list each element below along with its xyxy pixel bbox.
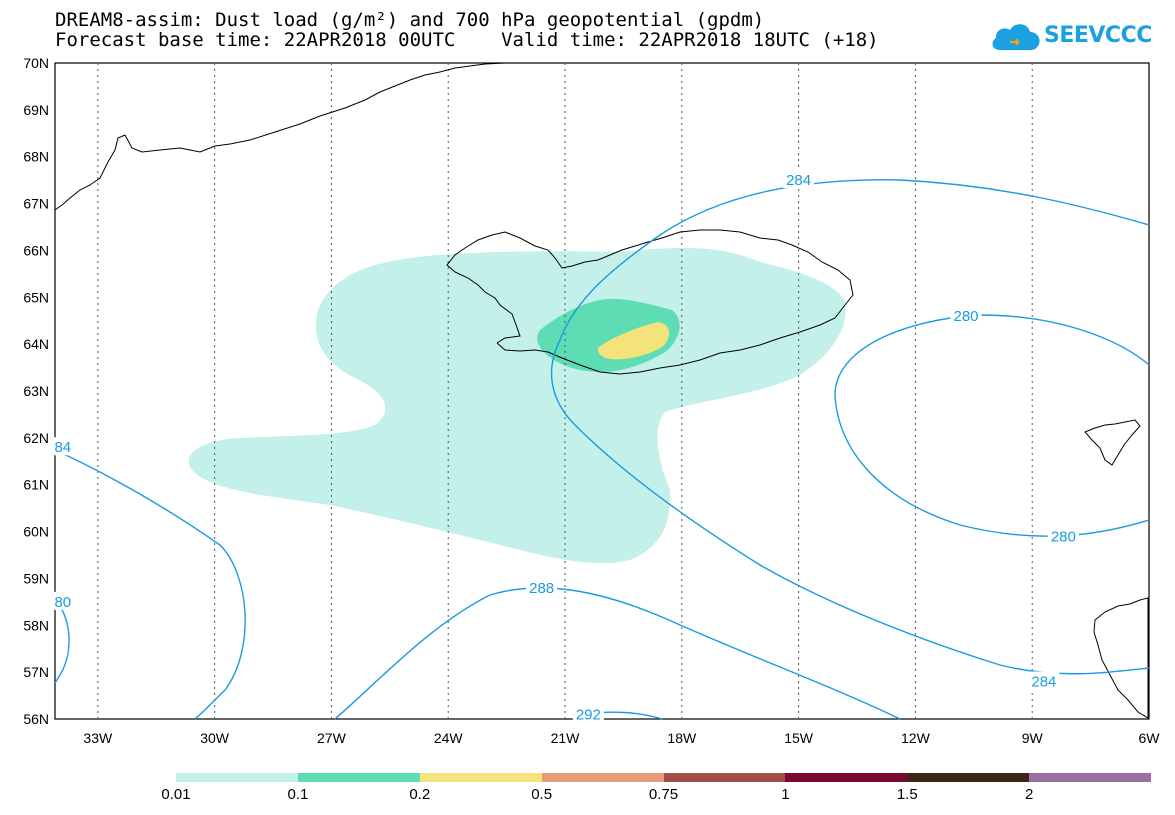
- lon-label: 27W: [317, 730, 347, 746]
- lat-label: 69N: [23, 102, 49, 118]
- legend-swatch: [663, 773, 786, 782]
- lat-label: 62N: [23, 430, 49, 446]
- legend-label: 1: [781, 786, 790, 803]
- lon-label: 12W: [901, 730, 931, 746]
- lat-label: 56N: [23, 711, 49, 727]
- lon-label: 15W: [784, 730, 814, 746]
- contour-label: 292: [576, 706, 601, 723]
- coastlines: [54, 62, 1149, 719]
- legend-swatch: [297, 773, 420, 782]
- lon-label: 9W: [1022, 730, 1044, 746]
- legend-label: 0.01: [161, 786, 191, 803]
- lat-axis-labels: 70N 69N 68N 67N 66N 65N 64N 63N 62N 61N 60N 59N 58N 5…: [23, 55, 49, 727]
- contour-label: 80: [54, 594, 71, 611]
- contour-label-bg: [51, 437, 74, 456]
- contour-label-bg: [1047, 526, 1079, 545]
- legend-swatch: [785, 773, 908, 782]
- legend-label: 0.1: [287, 786, 309, 803]
- legend-swatch: [419, 773, 542, 782]
- contour-label-bg: [572, 704, 604, 723]
- contour-label-bg: [1028, 671, 1060, 690]
- contour-label: 284: [1031, 674, 1056, 691]
- lon-label: 30W: [200, 730, 230, 746]
- lon-label: 18W: [667, 730, 697, 746]
- contour-label-bg: [950, 306, 982, 325]
- legend-swatch: [541, 773, 664, 782]
- contour-label-bg: [783, 170, 815, 189]
- lat-label: 61N: [23, 477, 49, 493]
- lat-label: 68N: [23, 149, 49, 165]
- map-title: DREAM8-assim: Dust load (g/m²) and 700 h…: [55, 9, 765, 31]
- contour-label: 280: [954, 308, 979, 325]
- map-subtitle: Forecast base time: 22APR2018 00UTC Vali…: [55, 29, 879, 51]
- lon-axis-labels: 33W 30W 27W 24W 21W 18W 15W 12W 9W 6W: [83, 730, 1160, 746]
- legend-swatch: [1029, 773, 1151, 782]
- lat-label: 59N: [23, 570, 49, 586]
- lat-label: 70N: [23, 55, 49, 71]
- lon-label: 21W: [551, 730, 581, 746]
- legend-swatch: [176, 773, 298, 782]
- contour-label-bg: [526, 577, 558, 596]
- dust-area-light: [188, 248, 846, 564]
- cloud-icon: [992, 24, 1040, 50]
- contour-labels: 284 280 280 288 292 284 84 80: [51, 170, 1079, 723]
- legend-label: 0.2: [409, 786, 431, 803]
- lat-label: 58N: [23, 617, 49, 633]
- legend-label: 2: [1024, 786, 1034, 803]
- contour-label: 288: [529, 580, 554, 597]
- dust-legend-colorbar: [176, 773, 1151, 782]
- lon-label: 6W: [1139, 730, 1161, 746]
- contour-label: 280: [1051, 528, 1076, 545]
- legend-label: 0.5: [531, 786, 553, 803]
- contour-label-bg: [51, 591, 74, 610]
- contour-label: 284: [786, 172, 811, 189]
- lat-label: 60N: [23, 524, 49, 540]
- lat-label: 65N: [23, 289, 49, 305]
- lat-label: 66N: [23, 242, 49, 258]
- lon-label: 33W: [83, 730, 113, 746]
- legend-label: 0.75: [648, 786, 679, 803]
- contour-label: 84: [54, 439, 71, 456]
- seevccc-logo: SEEVCCC: [990, 18, 1152, 58]
- dust-area-high: [597, 322, 670, 360]
- lat-label: 57N: [23, 664, 49, 680]
- logo-text: SEEVCCC: [1044, 23, 1152, 48]
- lat-label: 64N: [23, 336, 49, 352]
- lon-label: 24W: [434, 730, 464, 746]
- legend-label: 1.5: [896, 786, 918, 803]
- legend-swatch: [907, 773, 1030, 782]
- lat-label: 67N: [23, 196, 49, 212]
- lat-label: 63N: [23, 383, 49, 399]
